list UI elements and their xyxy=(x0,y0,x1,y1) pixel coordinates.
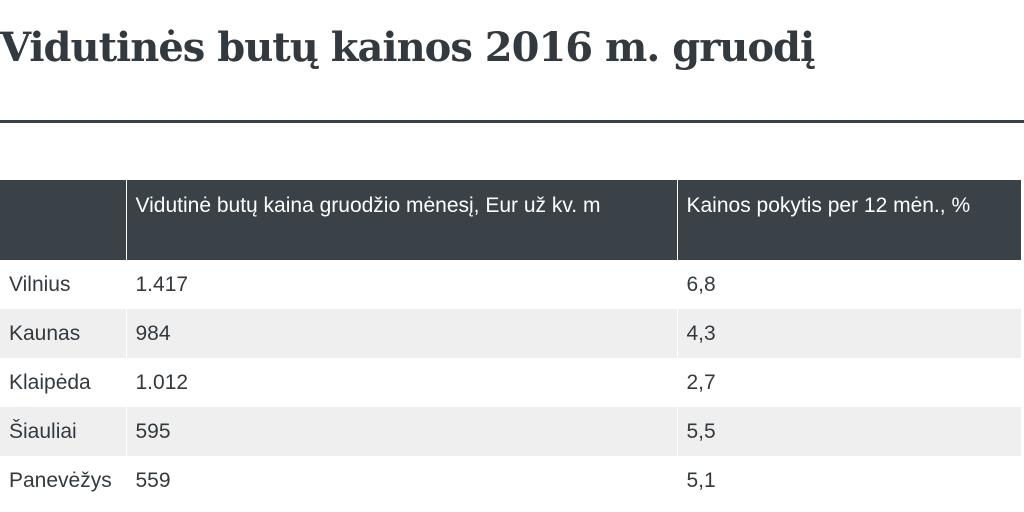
table-row: Šiauliai 595 5,5 xyxy=(0,407,1021,456)
cell-average-price: 984 xyxy=(125,309,677,358)
title-divider xyxy=(0,120,1024,123)
table-row: Kaunas 984 4,3 xyxy=(0,309,1021,358)
cell-city: Šiauliai xyxy=(0,407,126,456)
header-price-change: Kainos pokytis per 12 mėn., % xyxy=(676,180,1021,260)
cell-price-change: 2,7 xyxy=(676,358,1021,407)
chart-title: Vidutinės butų kainos 2016 m. gruodį xyxy=(0,24,815,71)
cell-price-change: 6,8 xyxy=(676,260,1021,309)
cell-price-change: 4,3 xyxy=(676,309,1021,358)
header-average-price: Vidutinė butų kaina gruodžio mėnesį, Eur… xyxy=(125,180,677,260)
cell-city: Klaipėda xyxy=(0,358,126,407)
header-city xyxy=(0,180,126,260)
cell-city: Kaunas xyxy=(0,309,126,358)
price-table: Vidutinė butų kaina gruodžio mėnesį, Eur… xyxy=(0,180,1021,505)
cell-price-change: 5,1 xyxy=(676,456,1021,505)
table-row: Klaipėda 1.012 2,7 xyxy=(0,358,1021,407)
cell-average-price: 559 xyxy=(125,456,677,505)
cell-price-change: 5,5 xyxy=(676,407,1021,456)
cell-average-price: 595 xyxy=(125,407,677,456)
cell-city: Vilnius xyxy=(0,260,126,309)
cell-average-price: 1.012 xyxy=(125,358,677,407)
cell-city: Panevėžys xyxy=(0,456,126,505)
table-row: Vilnius 1.417 6,8 xyxy=(0,260,1021,309)
cell-average-price: 1.417 xyxy=(125,260,677,309)
table-header-row: Vidutinė butų kaina gruodžio mėnesį, Eur… xyxy=(0,180,1021,260)
table-row: Panevėžys 559 5,1 xyxy=(0,456,1021,505)
